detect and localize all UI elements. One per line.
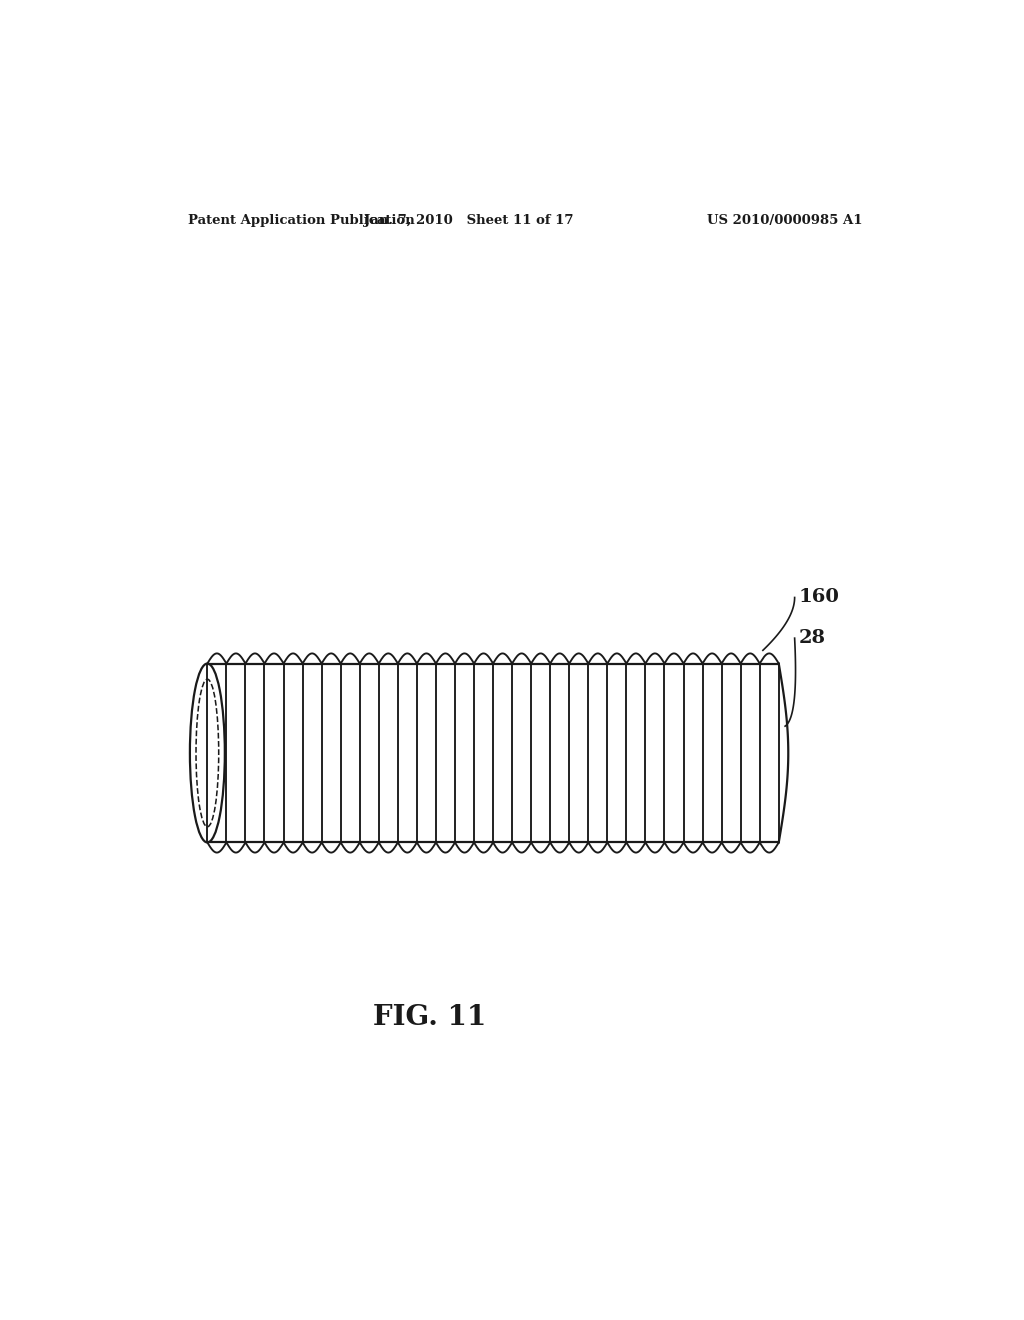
Text: Jan. 7, 2010   Sheet 11 of 17: Jan. 7, 2010 Sheet 11 of 17 <box>365 214 574 227</box>
Text: 160: 160 <box>799 589 840 606</box>
Text: FIG. 11: FIG. 11 <box>373 1003 486 1031</box>
Text: US 2010/0000985 A1: US 2010/0000985 A1 <box>707 214 862 227</box>
Text: 28: 28 <box>799 630 825 647</box>
Text: Patent Application Publication: Patent Application Publication <box>187 214 415 227</box>
